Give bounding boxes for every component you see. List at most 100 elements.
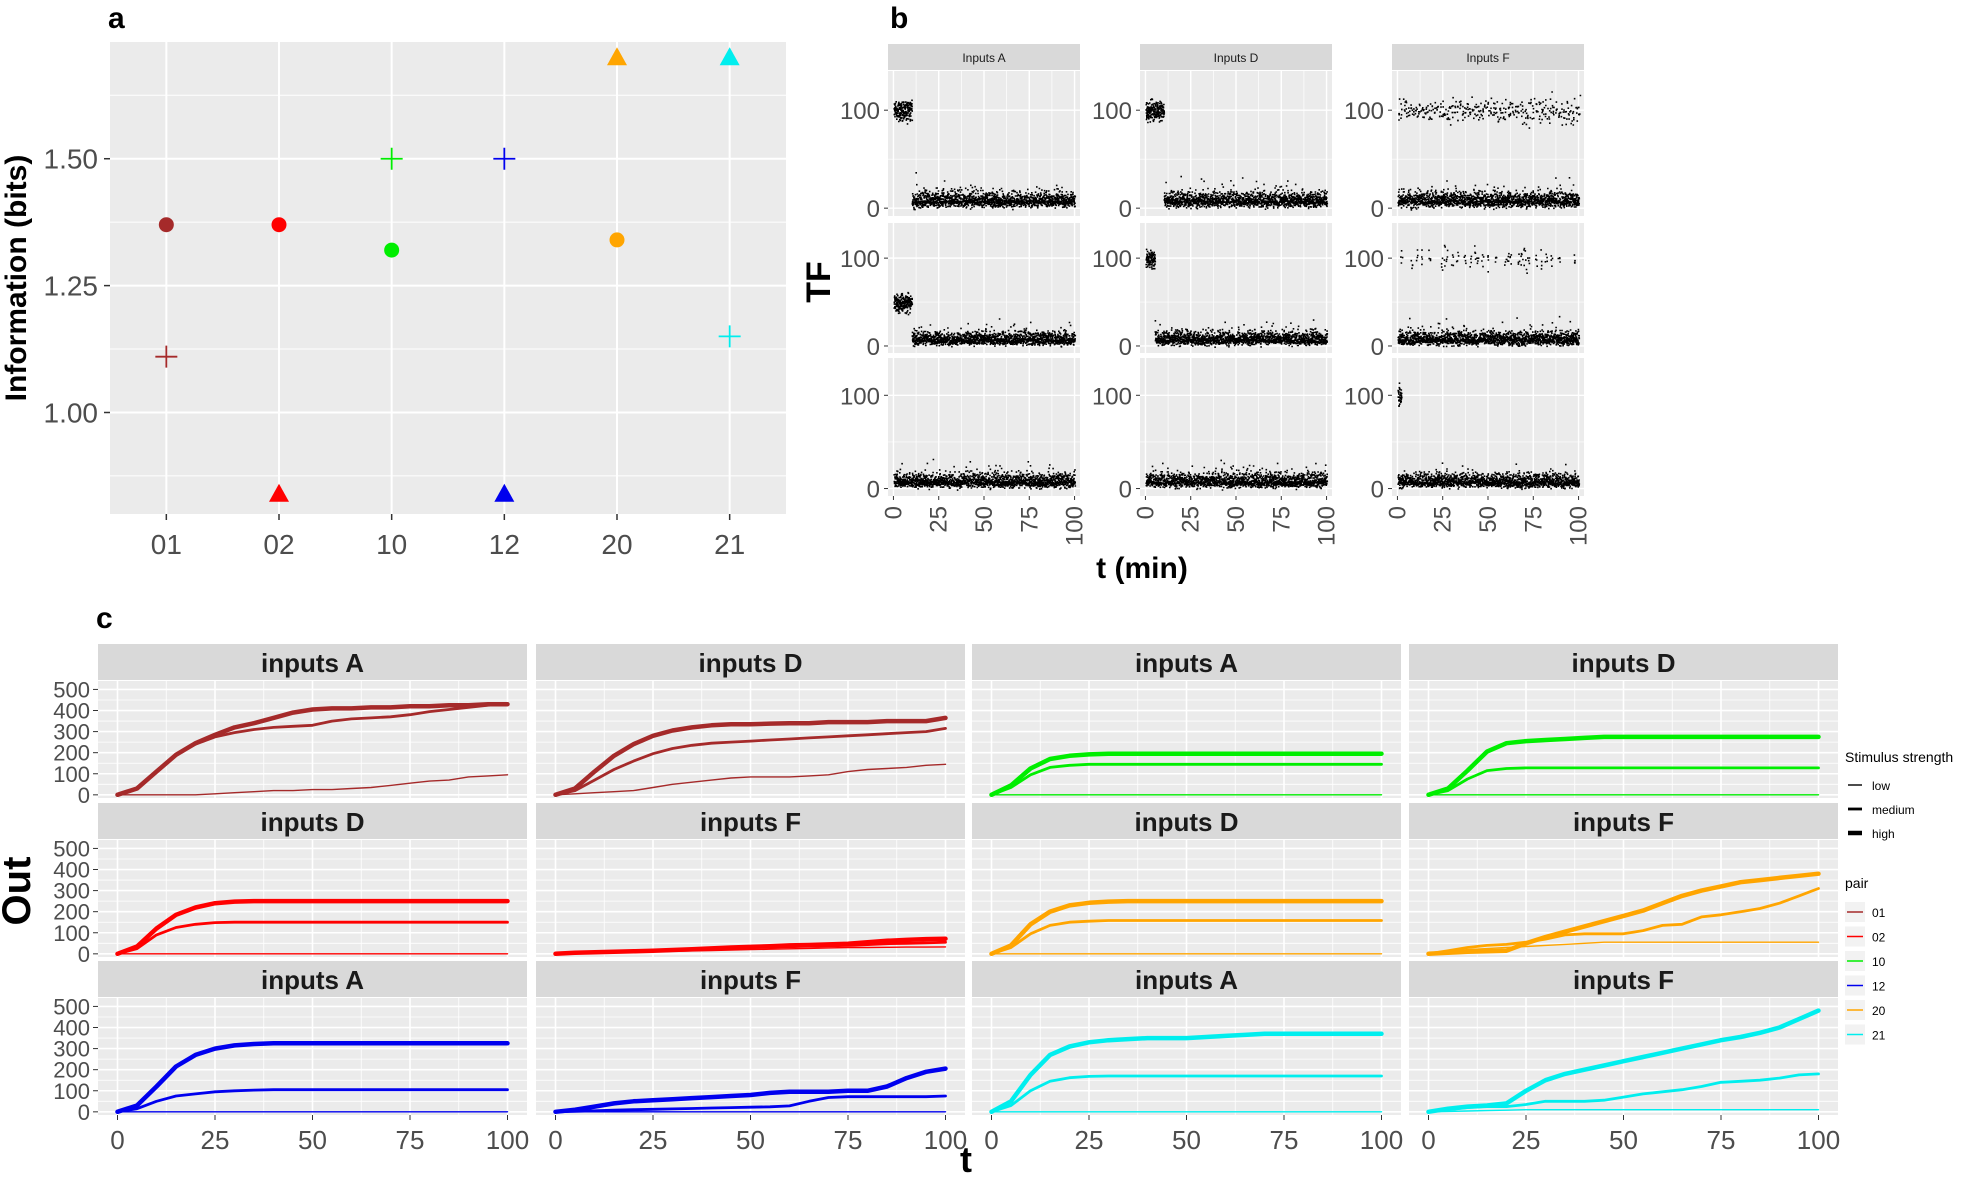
series-line-20-high (989, 898, 1384, 957)
facet-strip (98, 644, 527, 680)
y-tick-label: 100 (840, 383, 880, 410)
facet-strip-label: inputs F (1573, 807, 1674, 837)
facet-strip (972, 644, 1401, 680)
x-tick-label: 0 (1384, 506, 1411, 519)
legend-label-low: low (1872, 779, 1890, 793)
data-points (893, 291, 1077, 348)
y-tick-label: 100 (53, 921, 90, 946)
x-tick-label: 75 (396, 1125, 425, 1155)
y-tick-label: 0 (1371, 196, 1384, 223)
series-line-12-high (553, 1066, 948, 1115)
y-tick-label: 500 (53, 836, 90, 861)
series-line-01-low (554, 763, 947, 796)
series-line-21-high (989, 1031, 1384, 1115)
panel-label-b: b (890, 2, 908, 35)
x-tick-label: 100 (1062, 506, 1089, 546)
y-tick-label: 400 (53, 858, 90, 883)
y-tick-label: 1.00 (44, 397, 99, 428)
x-tick-label: 02 (263, 529, 294, 560)
x-tick-label: 0 (1132, 506, 1159, 519)
x-tick-label: 50 (1475, 506, 1502, 533)
x-tick-label: 75 (1268, 506, 1295, 533)
point-triangle (607, 47, 627, 66)
series-line-01-high (553, 715, 948, 798)
plot-background (110, 42, 786, 514)
panel-label-a: a (108, 2, 125, 35)
facet-strip-label: Inputs D (1214, 51, 1259, 65)
y-tick-label: 0 (1371, 334, 1384, 361)
x-tick-label: 100 (1314, 506, 1341, 546)
facet-strip-label: inputs D (1135, 807, 1239, 837)
facet-strip (972, 803, 1401, 839)
series-line-12-medium (554, 1094, 947, 1114)
y-tick-label: 200 (53, 900, 90, 925)
x-tick-label: 100 (1797, 1125, 1840, 1155)
legend-label-01: 01 (1872, 906, 1886, 920)
x-tick-label: 75 (1707, 1125, 1736, 1155)
x-tick-label: 25 (1075, 1125, 1104, 1155)
facet-strip-label: inputs A (261, 648, 364, 678)
y-tick-label: 0 (1119, 477, 1132, 504)
legend-label-12: 12 (1872, 980, 1886, 994)
series-line-02-high (553, 936, 948, 957)
facet-strip (98, 803, 527, 839)
y-tick-label: 300 (53, 879, 90, 904)
y-tick-label: 0 (78, 942, 90, 967)
y-tick-label: 300 (53, 1037, 90, 1062)
x-tick-label: 50 (1223, 506, 1250, 533)
y-tick-label: 500 (53, 677, 90, 702)
data-points (1397, 244, 1581, 348)
y-tick-label: 200 (53, 1058, 90, 1083)
legend-label-high: high (1872, 827, 1895, 841)
point-cross (718, 325, 741, 348)
series-line-01-medium (554, 727, 947, 797)
x-tick-label: 100 (924, 1125, 967, 1155)
facet-strip (1140, 44, 1332, 70)
facet-strip-label: inputs F (700, 807, 801, 837)
x-tick-label: 75 (1270, 1125, 1299, 1155)
point-circle (609, 232, 625, 248)
x-tick-label: 50 (1609, 1125, 1638, 1155)
x-tick-label: 25 (926, 506, 953, 533)
y-tick-label: 0 (78, 783, 90, 808)
x-tick-label: 50 (1172, 1125, 1201, 1155)
facet-strip-label: inputs D (1572, 648, 1676, 678)
series-line-01-high (115, 701, 510, 798)
y-axis-title: Out (0, 857, 39, 926)
x-tick-label: 25 (639, 1125, 668, 1155)
x-tick-label: 100 (1566, 506, 1593, 546)
y-tick-label: 100 (840, 246, 880, 273)
facet-strip (1409, 644, 1838, 680)
point-circle (158, 217, 174, 233)
x-axis-title: t (min) (1096, 552, 1188, 585)
x-tick-label: 75 (834, 1125, 863, 1155)
x-tick-label: 25 (1430, 506, 1457, 533)
y-tick-label: 100 (53, 1079, 90, 1104)
facet-strip-label: inputs F (700, 965, 801, 995)
legend-label-10: 10 (1872, 955, 1886, 969)
series-line-12-medium (116, 1088, 509, 1114)
series-line-20-high (1426, 871, 1821, 957)
series-line-20-medium (990, 919, 1383, 956)
x-tick-label: 0 (1421, 1125, 1435, 1155)
facet-strip-label: inputs D (699, 648, 803, 678)
facet-strip (536, 961, 965, 997)
x-tick-label: 75 (1520, 506, 1547, 533)
x-tick-label: 20 (601, 529, 632, 560)
point-triangle (719, 47, 740, 66)
data-points (1145, 248, 1329, 348)
panel-b: Inputs A Inputs D Inputs F 0 100 0 100 0 100 0 100… (800, 44, 1593, 585)
data-points (1145, 98, 1329, 210)
x-tick-label: 0 (880, 506, 907, 519)
series-line-10-medium (1427, 766, 1820, 797)
data-points (1397, 91, 1582, 211)
x-tick-label: 25 (1178, 506, 1205, 533)
y-tick-label: 0 (867, 196, 880, 223)
y-tick-label: 0 (867, 477, 880, 504)
x-tick-label: 12 (489, 529, 520, 560)
series-line-12-high (115, 1041, 510, 1115)
facet-strip (536, 644, 965, 680)
x-axis-title: t (960, 1139, 972, 1178)
